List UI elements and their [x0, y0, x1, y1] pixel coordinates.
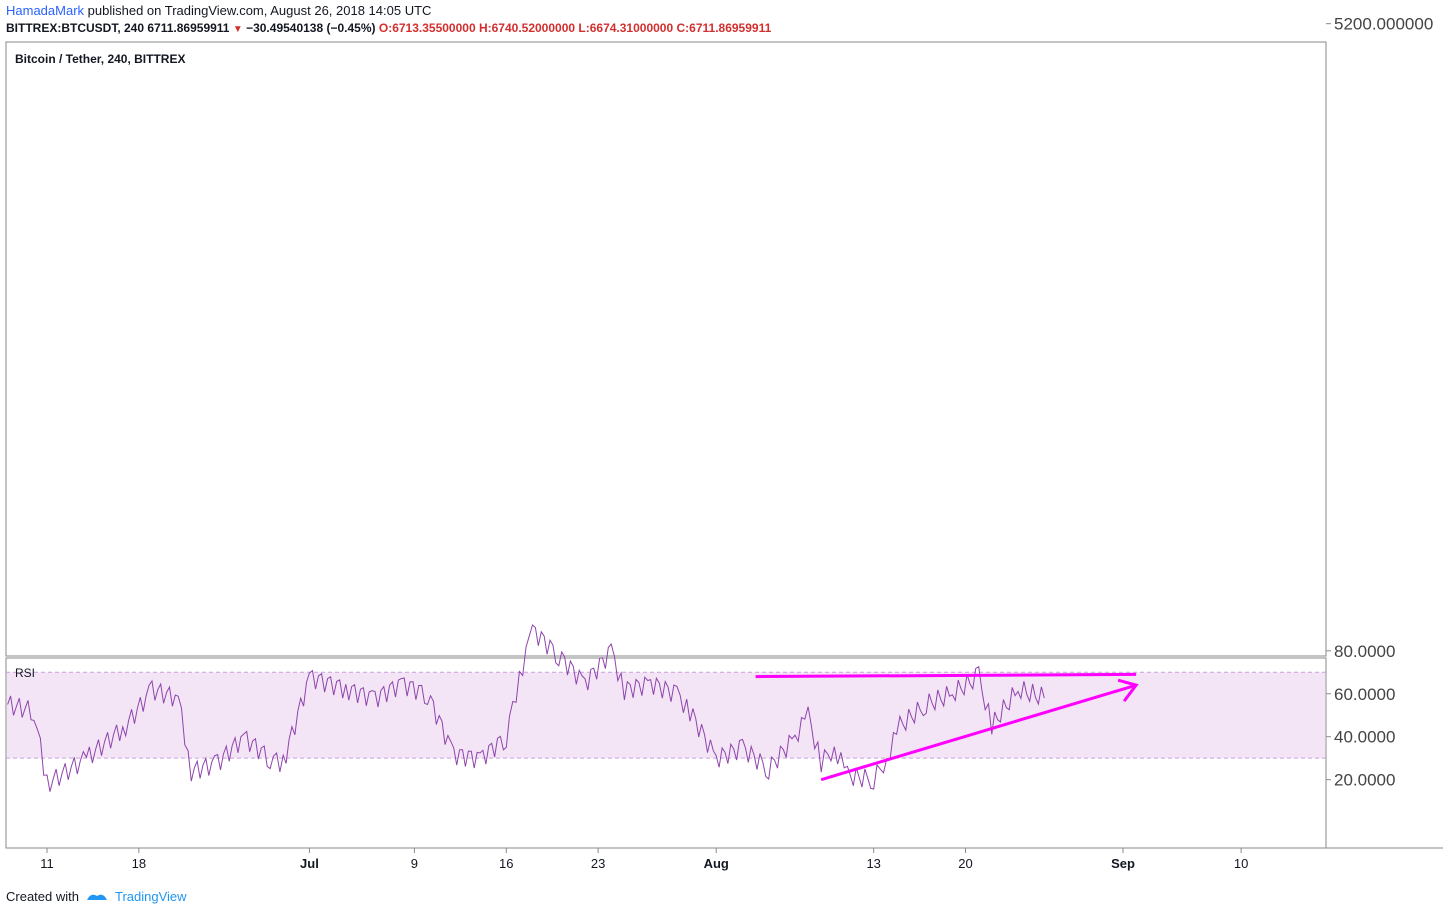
price-tick-label: 5200.000000	[1334, 15, 1433, 34]
footer: Created with TradingView	[6, 889, 187, 904]
rsi-tick-label: 20.0000	[1334, 771, 1395, 790]
price-pane[interactable]	[5, 0, 1327, 657]
rsi-pane-title: RSI	[15, 666, 36, 680]
rsi-band	[7, 672, 1325, 759]
time-tick-label: 10	[1234, 856, 1248, 871]
rsi-tick-label: 80.0000	[1334, 642, 1395, 661]
open-value: O:6713.35500000	[378, 21, 476, 35]
close-value: C:6711.86959911	[676, 21, 772, 35]
time-tick-label: 9	[411, 856, 418, 871]
time-tick-label: Sep	[1111, 856, 1135, 871]
rsi-line	[7, 624, 1045, 792]
rsi-resistance-line	[755, 672, 1137, 679]
time-tick-label: 16	[499, 856, 513, 871]
tradingview-brand-link[interactable]: TradingView	[114, 889, 187, 904]
published-text: published on TradingView.com, August 26,…	[87, 3, 432, 18]
time-tick-label: 13	[866, 856, 880, 871]
low-value: L:6674.31000000	[578, 21, 674, 35]
rsi-tick-label: 60.0000	[1334, 685, 1395, 704]
time-tick-label: 23	[591, 856, 605, 871]
time-tick-label: 11	[40, 856, 54, 871]
time-tick-label: 20	[958, 856, 972, 871]
rsi-support-arrow-head	[1117, 678, 1139, 703]
time-tick-label: Jul	[300, 856, 319, 871]
price-pane-frame	[5, 41, 1327, 657]
author-link[interactable]: HamadaMark	[6, 3, 85, 18]
symbol-line: BITTREX:BTCUSDT, 240	[6, 21, 145, 35]
down-triangle-icon: ▼	[232, 24, 243, 35]
tradingview-logo-icon	[86, 894, 107, 900]
time-tick-label: 18	[132, 856, 146, 871]
symbol-info: BITTREX:BTCUSDT, 240 6711.86959911 ▼ −30…	[6, 21, 771, 35]
rsi-support-arrow	[820, 683, 1137, 782]
last-price-text: 6711.86959911	[147, 21, 230, 35]
price-pane-title: Bitcoin / Tether, 240, BITTREX	[15, 52, 186, 66]
time-tick-label: Aug	[704, 856, 729, 871]
axes: 9200.0000008800.0000008400.0000008000.00…	[6, 15, 1443, 871]
publish-info: HamadaMark published on TradingView.com,…	[6, 3, 431, 18]
rsi-tick-label: 40.0000	[1334, 728, 1395, 747]
change-text: −30.49540138 (−0.45%)	[246, 21, 376, 35]
high-value: H:6740.52000000	[478, 21, 576, 35]
created-with-text: Created with	[6, 889, 79, 904]
rsi-pane[interactable]	[5, 624, 1327, 849]
